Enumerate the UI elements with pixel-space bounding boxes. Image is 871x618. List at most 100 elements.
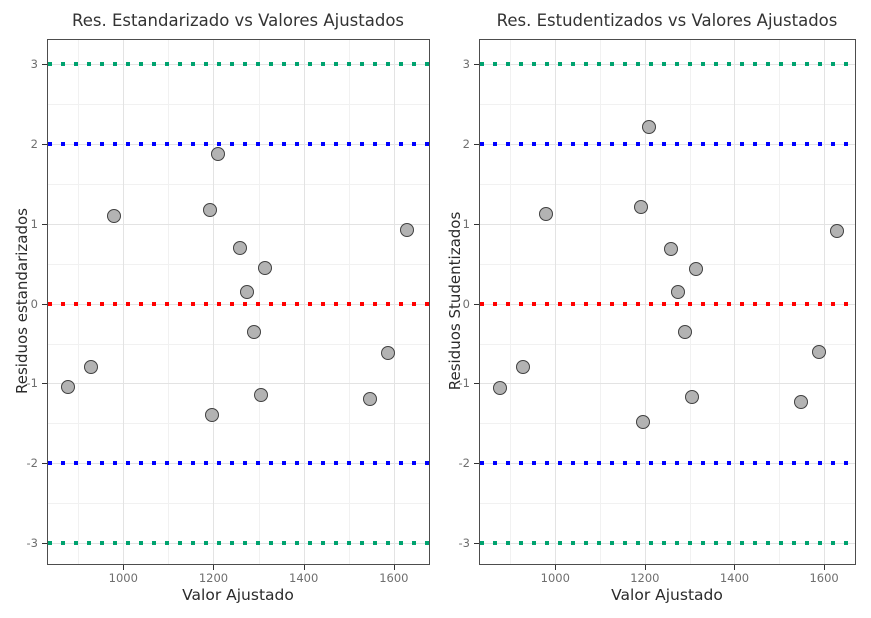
y-tick-mark [42, 543, 47, 545]
reference-line [48, 301, 429, 306]
plot-title: Res. Estandarizado vs Valores Ajustados [71, 11, 405, 30]
y-tick-mark [42, 63, 47, 65]
x-axis-title: Valor Ajustado [182, 586, 294, 604]
y-tick-label: -3 [26, 536, 38, 551]
major-gridline-y [480, 223, 855, 225]
data-point [663, 242, 678, 257]
data-point [257, 261, 272, 276]
minor-gridline-y [480, 183, 855, 185]
data-point [83, 359, 98, 374]
x-tick-label: 1000 [540, 571, 570, 585]
minor-gridline-y [48, 423, 429, 425]
x-tick-label: 1400 [289, 571, 319, 585]
plot-panel [47, 39, 430, 565]
data-point [107, 208, 122, 223]
x-tick-mark [393, 565, 395, 570]
minor-gridline-y [48, 343, 429, 345]
x-tick-label: 1400 [719, 571, 750, 585]
reference-line [48, 541, 429, 546]
y-tick-label: 3 [462, 56, 470, 71]
plot-title: Res. Estudentizados vs Valores Ajustados [496, 11, 838, 30]
data-point [204, 407, 219, 422]
y-tick-mark [474, 303, 479, 305]
data-point [381, 346, 396, 361]
data-point [642, 120, 657, 135]
y-tick-mark [474, 543, 479, 545]
data-point [830, 223, 845, 238]
y-tick-label: -2 [458, 456, 470, 471]
data-point [636, 414, 651, 429]
data-point [202, 203, 217, 218]
minor-gridline-y [48, 263, 429, 265]
x-tick-mark [644, 565, 646, 570]
y-tick-label: -1 [26, 376, 38, 391]
y-tick-mark [474, 223, 479, 225]
x-tick-label: 1200 [630, 571, 660, 585]
minor-gridline-y [48, 183, 429, 185]
x-tick-mark [824, 565, 826, 570]
x-tick-label: 1200 [198, 571, 229, 585]
data-point [253, 388, 268, 403]
data-point [493, 381, 508, 396]
y-tick-mark [474, 63, 479, 65]
x-tick-mark [734, 565, 736, 570]
minor-gridline-y [480, 263, 855, 265]
y-tick-mark [42, 223, 47, 225]
data-point [793, 394, 808, 409]
y-tick-label: -2 [26, 456, 38, 471]
x-tick-mark [303, 565, 305, 570]
x-tick-label: 1600 [809, 571, 839, 585]
data-point [247, 324, 262, 339]
y-tick-label: 1 [30, 216, 38, 231]
x-tick-mark [213, 565, 215, 570]
reference-line [48, 461, 429, 466]
y-tick-label: 0 [30, 296, 38, 311]
reference-line [480, 61, 855, 66]
x-tick-mark [123, 565, 125, 570]
y-tick-label: -1 [458, 376, 470, 391]
reference-line [48, 141, 429, 146]
y-tick-label: 1 [462, 216, 470, 231]
data-point [232, 240, 247, 255]
reference-line [480, 541, 855, 546]
reference-line [48, 61, 429, 66]
major-gridline-y [48, 223, 429, 225]
y-tick-mark [474, 383, 479, 385]
data-point [634, 199, 649, 214]
data-point [539, 207, 554, 222]
y-tick-mark [474, 463, 479, 465]
reference-line [480, 461, 855, 466]
x-tick-mark [555, 565, 557, 570]
major-gridline-y [480, 383, 855, 385]
reference-line [480, 301, 855, 306]
minor-gridline-y [48, 503, 429, 505]
data-point [60, 379, 75, 394]
x-tick-label: 1000 [108, 571, 138, 585]
data-point [516, 359, 530, 374]
data-point [210, 147, 225, 162]
data-point [811, 345, 826, 360]
data-point [239, 284, 254, 299]
y-tick-mark [42, 463, 47, 465]
minor-gridline-y [48, 103, 429, 105]
minor-gridline-y [480, 103, 855, 105]
y-tick-label: -3 [458, 536, 470, 551]
y-tick-mark [42, 303, 47, 305]
x-tick-label: 1600 [379, 571, 409, 585]
y-tick-mark [474, 143, 479, 145]
y-tick-label: 0 [462, 296, 470, 311]
y-tick-mark [42, 143, 47, 145]
plot-panel [479, 39, 856, 565]
y-tick-mark [42, 383, 47, 385]
y-tick-label: 3 [30, 56, 38, 71]
data-point [399, 223, 414, 238]
data-point [363, 391, 378, 406]
data-point [671, 284, 686, 299]
data-point [678, 325, 693, 340]
x-axis-title: Valor Ajustado [611, 586, 723, 604]
y-tick-label: 2 [30, 136, 38, 151]
minor-gridline-y [480, 423, 855, 425]
